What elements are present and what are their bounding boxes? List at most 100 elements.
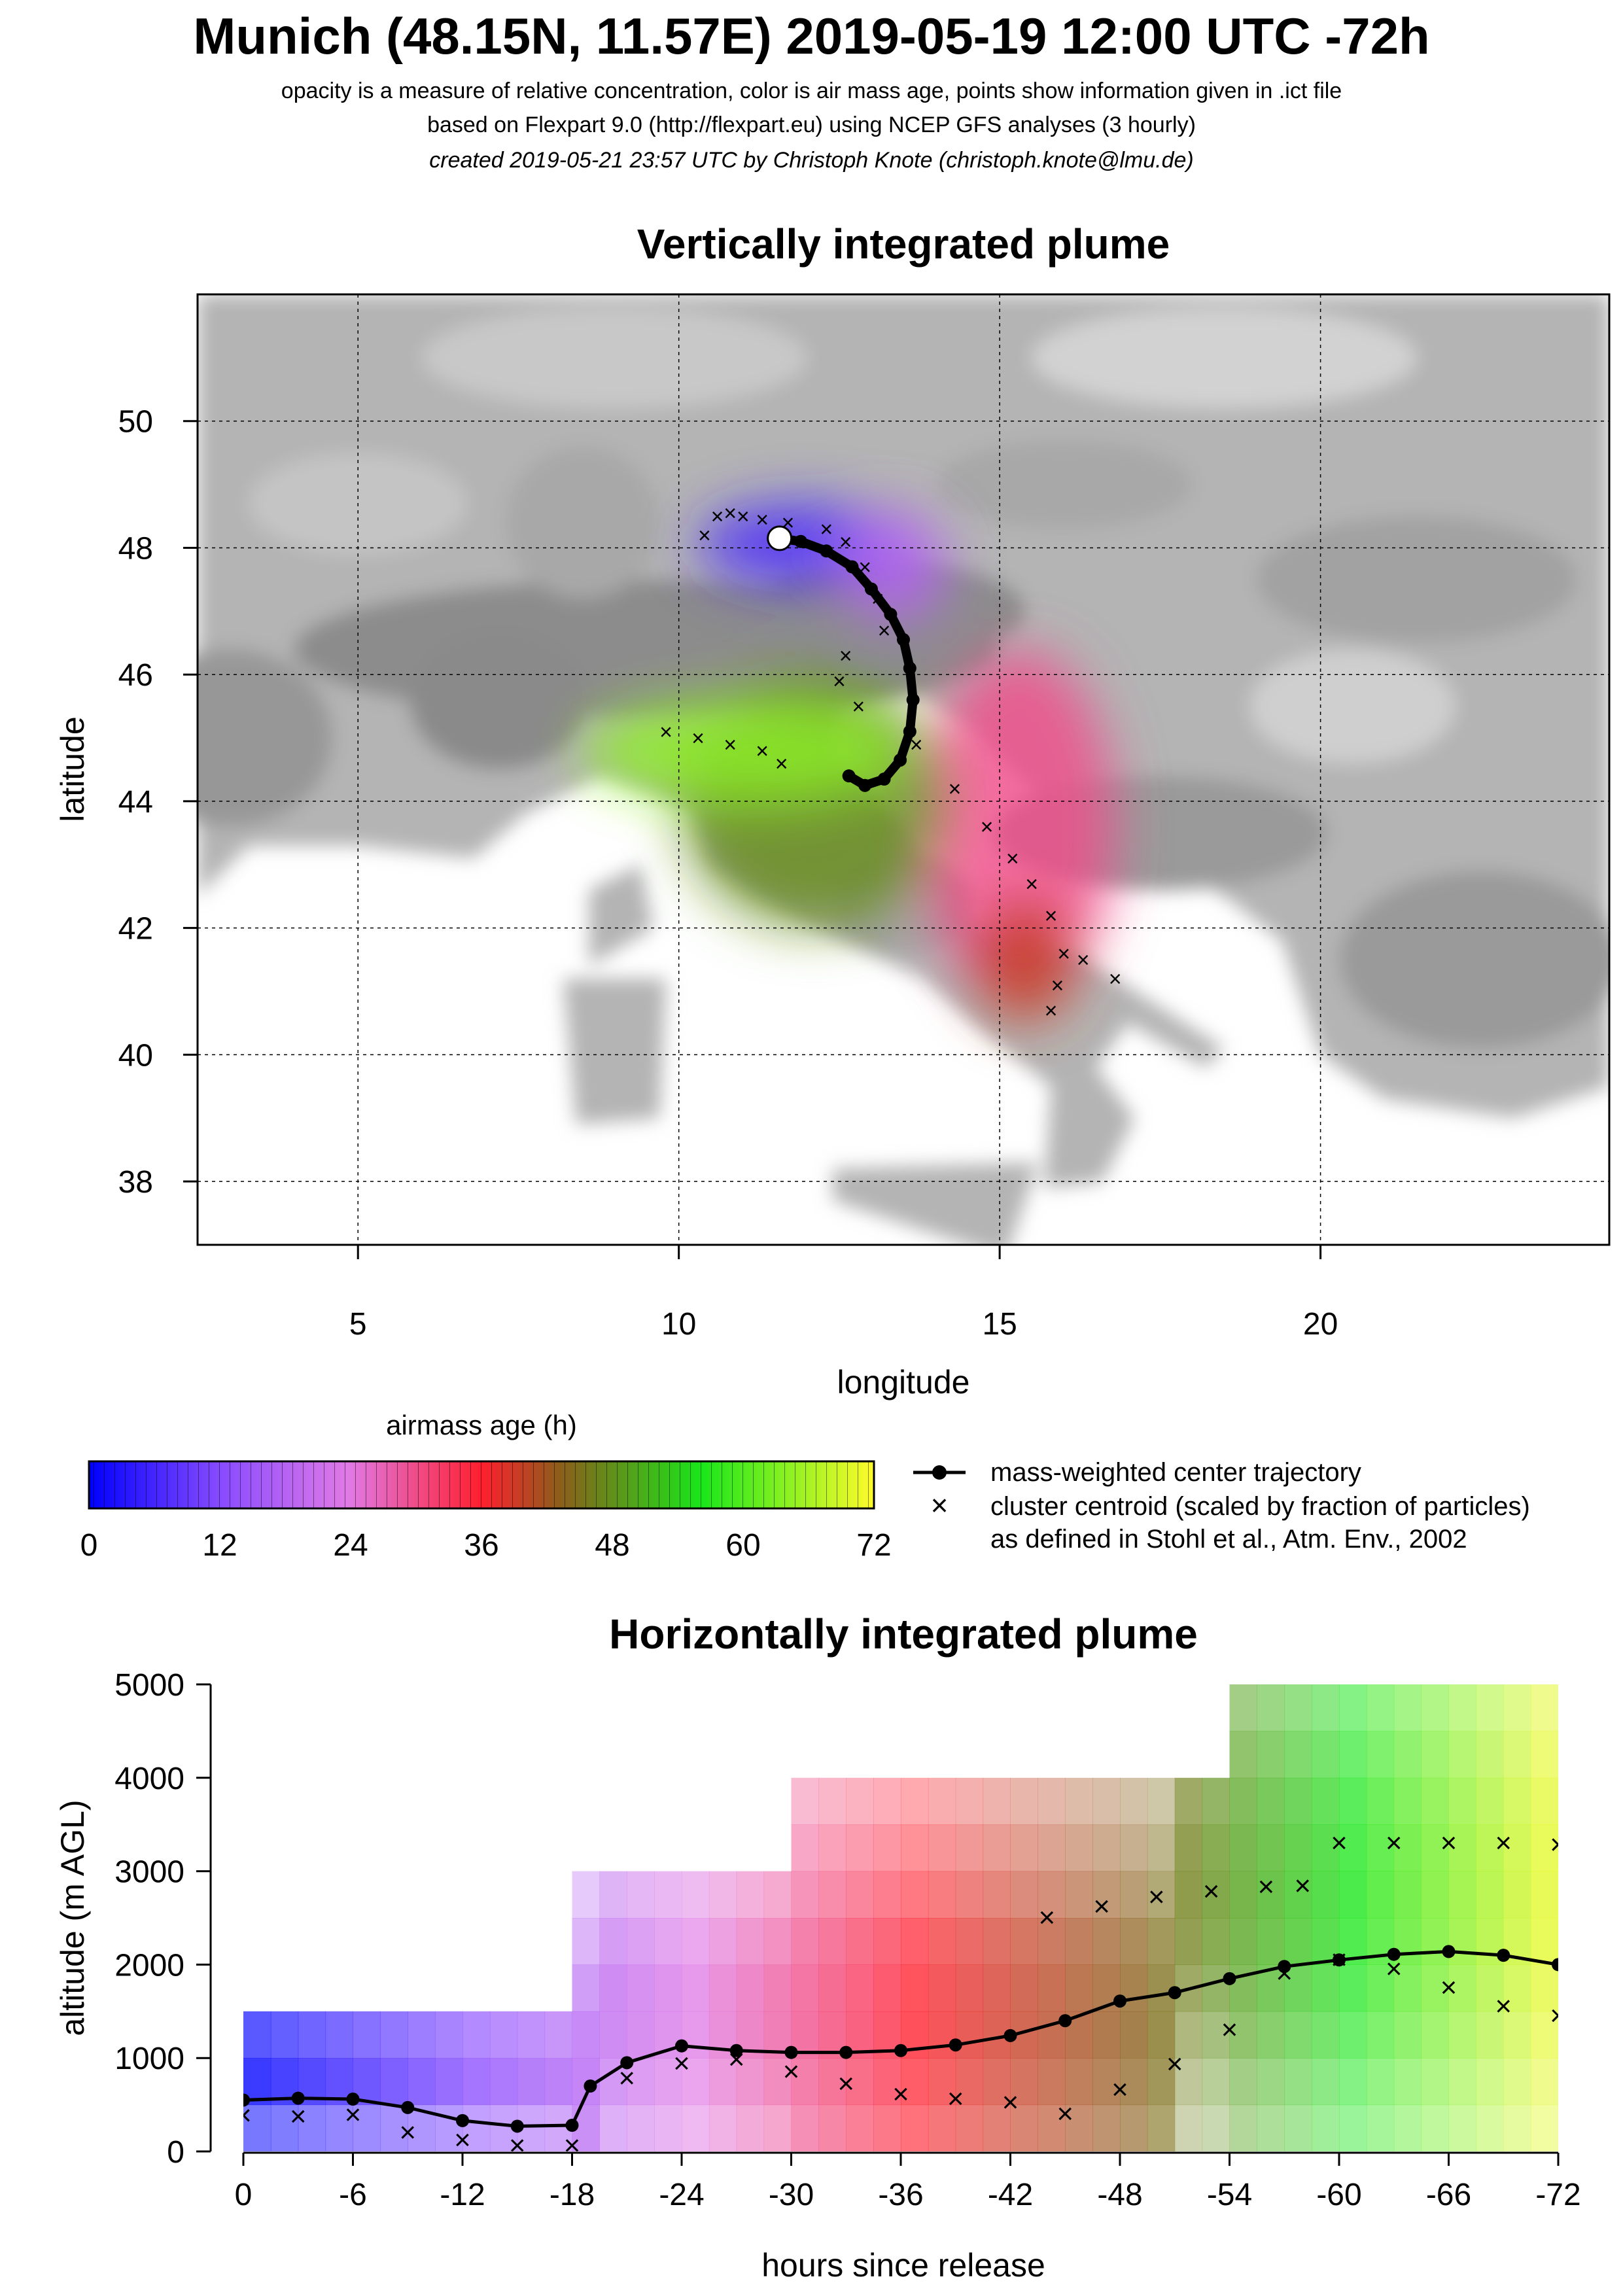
subtitle-model: based on Flexpart 9.0 (http://flexpart.e… [427, 113, 1196, 137]
age-cell [846, 1964, 874, 2012]
age-cell [1476, 1684, 1504, 1731]
age-cell [1065, 1824, 1093, 1872]
age-cell [599, 2104, 627, 2151]
age-cell [1393, 2104, 1422, 2151]
cluster-centroid: × [858, 555, 871, 580]
age-cell [1312, 1964, 1340, 2012]
cluster-centroid-altitude: × [235, 2100, 252, 2132]
age-cell [901, 1918, 929, 1965]
age-cell [627, 1918, 655, 1965]
age-cell [791, 1824, 819, 1872]
cluster-centroid-altitude: × [1276, 1958, 1293, 1990]
colorbar-tick-label: 60 [725, 1528, 760, 1563]
age-cell [928, 1824, 956, 1872]
age-cell [1092, 2104, 1121, 2151]
age-cell [1038, 1871, 1066, 1919]
map-ytick-label: 42 [118, 912, 153, 947]
center-trajectory-point [894, 753, 907, 767]
age-cell [1312, 1824, 1340, 1872]
age-cell [1229, 2011, 1257, 2059]
age-cell [544, 2011, 572, 2059]
age-cell [270, 2104, 299, 2151]
age-cell [1092, 1871, 1121, 1919]
age-cell [928, 1777, 956, 1825]
colorbar-tick-label: 0 [80, 1528, 98, 1563]
age-cell [736, 2058, 765, 2106]
age-cell [1010, 1918, 1038, 1965]
age-cell [1257, 2104, 1285, 2151]
cluster-centroid: × [756, 739, 769, 763]
age-cell [983, 2058, 1011, 2106]
center-trajectory-altitude-point [1442, 1945, 1456, 1958]
age-cell [1476, 2104, 1504, 2151]
altitude-title: Horizontally integrated plume [609, 1610, 1198, 1658]
age-cell [1448, 1824, 1476, 1872]
altitude-xtick-label: -12 [440, 2178, 485, 2212]
age-cell [682, 2011, 710, 2059]
age-cell [1065, 1918, 1093, 1965]
cluster-centroid: × [724, 501, 737, 526]
age-cell [1503, 1777, 1531, 1825]
age-cell [873, 1918, 901, 1965]
age-cell [818, 1777, 846, 1825]
age-cell [627, 2104, 655, 2151]
age-cell [325, 2011, 353, 2059]
age-cell [1038, 1964, 1066, 2012]
age-cell [1421, 1871, 1449, 1919]
cluster-centroid-altitude: × [509, 2129, 526, 2161]
age-cell [873, 1824, 901, 1872]
age-cell [1339, 1777, 1367, 1825]
age-cell [1448, 1684, 1476, 1731]
age-cell [791, 1964, 819, 2012]
age-cell [1476, 1777, 1504, 1825]
age-cell [1284, 1871, 1312, 1919]
altitude-ytick-label: 2000 [114, 1948, 184, 1983]
age-cell [572, 1918, 600, 1965]
age-cell [873, 2104, 901, 2151]
age-cell [654, 2104, 682, 2151]
legend-center-trajectory: mass-weighted center trajectory [990, 1458, 1361, 1487]
age-cell [763, 1871, 792, 1919]
age-cell [298, 2011, 326, 2059]
age-cell [1065, 2058, 1093, 2106]
center-trajectory-point [897, 633, 910, 646]
age-cell [1202, 2011, 1230, 2059]
age-cell [1257, 2011, 1285, 2059]
age-cell [1312, 2011, 1340, 2059]
cluster-centroid-altitude: × [1002, 2087, 1019, 2119]
age-cell [599, 2011, 627, 2059]
age-cell [682, 2104, 710, 2151]
age-cell [1010, 1964, 1038, 2012]
age-cell [1257, 1871, 1285, 1919]
age-cell [846, 2058, 874, 2106]
age-cell [1284, 1824, 1312, 1872]
cluster-centroid-altitude: × [1166, 2048, 1183, 2080]
cluster-centroid-altitude: × [892, 2078, 909, 2110]
age-cell [1284, 2058, 1312, 2106]
age-cell [1448, 1777, 1476, 1825]
age-cell [791, 2058, 819, 2106]
age-cell [1120, 2104, 1148, 2151]
subtitle-opacity: opacity is a measure of relative concent… [281, 78, 1342, 103]
age-cell [1531, 1824, 1558, 1872]
age-cell [1229, 2058, 1257, 2106]
cluster-centroid: × [820, 517, 833, 542]
age-cell [818, 2104, 846, 2151]
age-cell [901, 1777, 929, 1825]
age-cell [1229, 1777, 1257, 1825]
age-cell [708, 1871, 737, 1919]
age-cell [1448, 1918, 1476, 1965]
cluster-centroid-altitude: × [1331, 1827, 1348, 1859]
age-cell [1393, 1964, 1422, 2012]
center-trajectory-point [794, 534, 808, 548]
age-cell [1312, 2058, 1340, 2106]
age-cell [1147, 2104, 1176, 2151]
age-cell [1229, 1964, 1257, 2012]
age-cell [1476, 1964, 1504, 2012]
age-cell [1038, 1777, 1066, 1825]
age-cell [1339, 2058, 1367, 2106]
age-cell [1312, 1684, 1340, 1731]
legend-cross-marker: × [931, 1488, 949, 1522]
age-cell [1312, 2104, 1340, 2151]
cluster-centroid: × [1077, 948, 1090, 973]
